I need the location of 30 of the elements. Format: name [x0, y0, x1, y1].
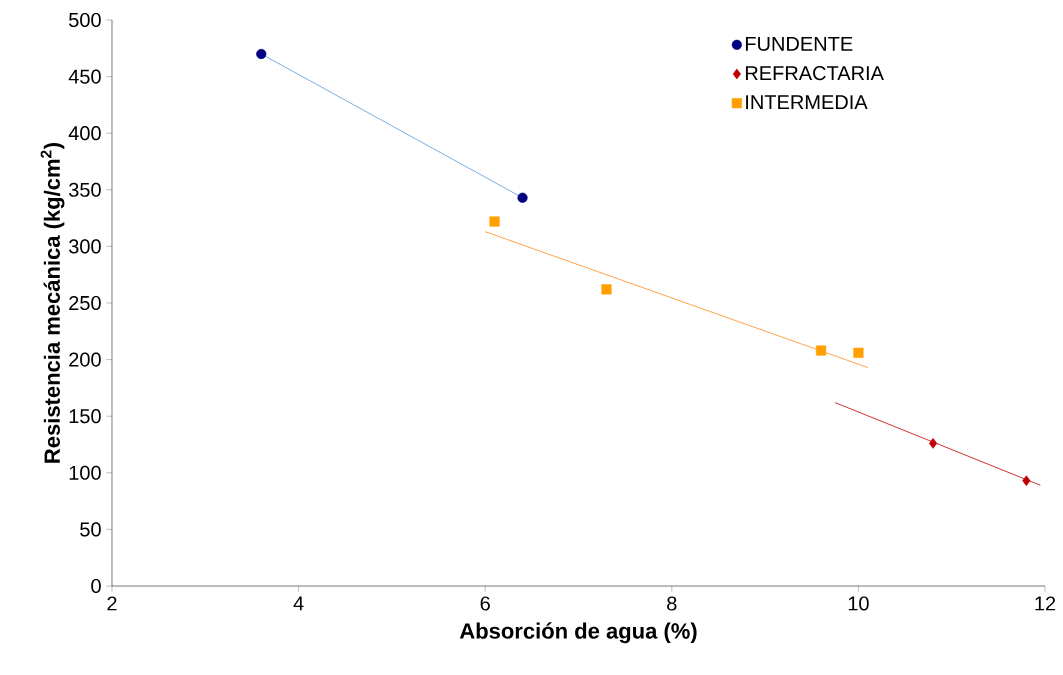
x-tick-label: 6 [480, 596, 490, 611]
x-tick-label: 10 [848, 596, 869, 611]
point [601, 284, 612, 295]
point [517, 192, 528, 203]
y-tick-label: 0 [91, 578, 101, 594]
x-tick-label: 12 [1035, 596, 1056, 611]
point [256, 48, 267, 60]
y-tick-label: 450 [68, 69, 101, 84]
point [853, 347, 864, 358]
x-tick-label: 4 [293, 596, 304, 611]
y-tick-label: 350 [68, 182, 101, 197]
y-tick-label: 150 [69, 409, 101, 424]
legend-label: INTERMEDIA [746, 95, 868, 110]
legend-label: FUNDENTE [745, 36, 853, 51]
point [1022, 475, 1031, 487]
y-tick-label: 200 [69, 352, 101, 367]
y-tick-label: 500 [69, 12, 101, 28]
y-tick-label: 50 [80, 522, 101, 537]
x-tick-label: 8 [667, 596, 677, 611]
x-tick-label: 2 [107, 596, 117, 611]
y-axis-title: Resistencia mecánica (kg/cm$^{2}$) [40, 142, 65, 463]
legend-label: REFRACTARIA [745, 66, 884, 81]
x-axis-title: Absorción de agua (%) [459, 622, 697, 644]
y-tick-label: 400 [68, 126, 101, 141]
point [489, 216, 500, 227]
point [928, 438, 938, 449]
y-tick-label: 250 [69, 295, 101, 311]
y-tick-label: 100 [69, 465, 101, 480]
point [816, 345, 827, 356]
y-tick-label: 300 [68, 239, 101, 254]
